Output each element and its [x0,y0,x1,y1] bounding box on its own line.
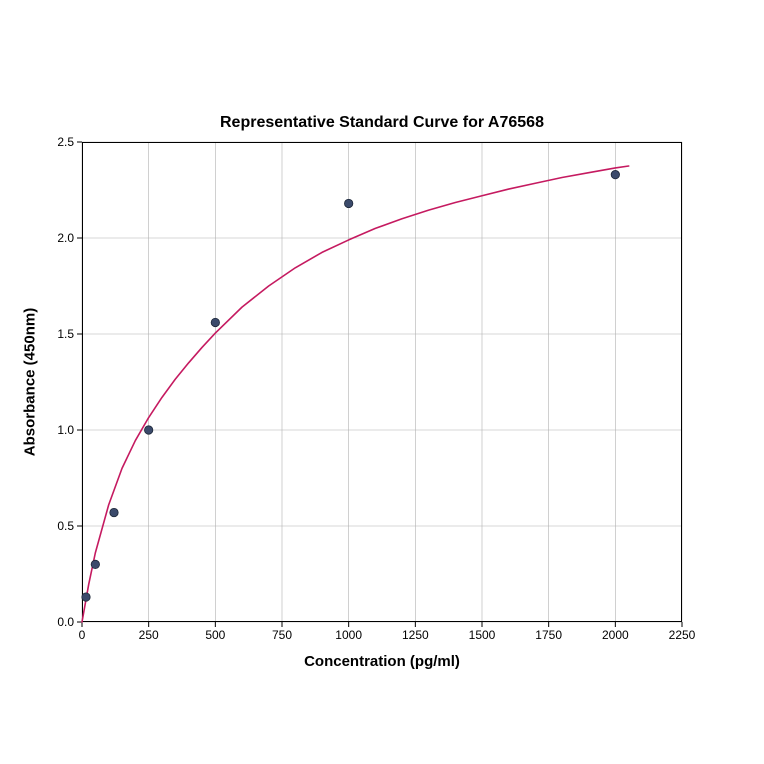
x-tick-label: 500 [205,628,225,642]
y-tick-label: 0.5 [57,519,74,533]
x-tick-label: 0 [79,628,86,642]
x-tick-label: 250 [139,628,159,642]
x-tick-label: 2250 [669,628,696,642]
y-tick-label: 0.0 [57,615,74,629]
data-point [91,560,99,568]
data-point [211,318,219,326]
data-point [611,170,619,178]
chart-container: Representative Standard Curve for A76568… [82,142,682,622]
x-tick-label: 1250 [402,628,429,642]
data-point [110,508,118,516]
data-point [144,426,152,434]
x-tick-label: 1500 [469,628,496,642]
y-tick-label: 1.5 [57,327,74,341]
chart-title: Representative Standard Curve for A76568 [82,114,682,132]
y-tick-label: 1.0 [57,423,74,437]
x-tick-label: 750 [272,628,292,642]
x-tick-label: 1000 [335,628,362,642]
data-point [82,593,90,601]
plot-area [82,142,682,622]
x-tick-label: 1750 [535,628,562,642]
y-tick-label: 2.0 [57,231,74,245]
x-axis-label: Concentration (pg/ml) [82,653,682,670]
y-axis-label: Absorbance (450nm) [22,308,39,456]
y-tick-label: 2.5 [57,135,74,149]
data-point [344,199,352,207]
x-tick-label: 2000 [602,628,629,642]
